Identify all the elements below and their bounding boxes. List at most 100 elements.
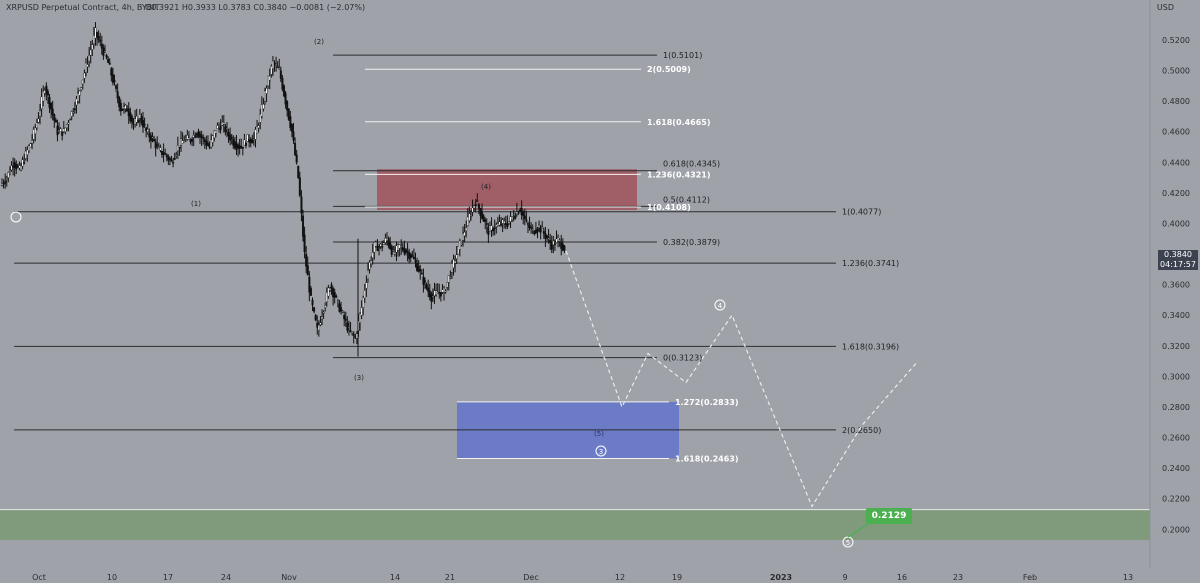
last-price-value: 0.3840	[1164, 250, 1192, 259]
candle-body	[297, 165, 300, 178]
candle-body	[411, 255, 414, 257]
candle-body	[485, 223, 488, 225]
candle-body	[417, 266, 420, 272]
candle-body	[465, 227, 468, 231]
candle-body	[378, 246, 381, 248]
candle-body	[506, 223, 509, 228]
candle-body	[89, 49, 92, 56]
candle-body	[195, 133, 198, 136]
x-tick-label: 23	[953, 573, 963, 582]
y-tick-label: 0.5200	[1162, 36, 1190, 45]
candle-body	[314, 315, 317, 321]
candle-body	[159, 147, 162, 151]
candle-body	[422, 276, 425, 285]
candle-body	[561, 243, 564, 251]
candle-body	[99, 39, 102, 42]
candle-body	[92, 35, 95, 45]
candle-body	[53, 114, 56, 121]
candle-body	[246, 134, 249, 142]
fib-level-label: 0.5(0.4112)	[663, 195, 710, 204]
candle-body	[244, 143, 247, 146]
candle-body	[97, 35, 100, 40]
candle-body	[406, 250, 409, 253]
candle-body	[528, 225, 531, 228]
candle-body	[487, 227, 490, 235]
symbol-header: XRPUSD Perpetual Contract, 4h, BYBIT	[6, 3, 160, 12]
candle-body	[151, 136, 154, 139]
candle-body	[390, 246, 393, 255]
candle-body	[302, 215, 305, 237]
candle-body	[355, 333, 358, 339]
candle-body	[40, 96, 43, 110]
candle-body	[31, 139, 34, 144]
candle-body	[436, 292, 439, 294]
candle-body	[522, 211, 525, 216]
projection-wave-circle	[595, 445, 607, 457]
candle-body	[124, 104, 127, 110]
candle-body	[427, 287, 430, 292]
candle-body	[273, 62, 276, 65]
candle-body	[127, 108, 130, 117]
candle-body	[156, 144, 159, 146]
candle-body	[270, 66, 273, 75]
candle-body	[488, 225, 491, 232]
candle-body	[94, 27, 97, 39]
candle-body	[72, 112, 75, 114]
candle-body	[29, 143, 32, 148]
candle-body	[42, 91, 45, 102]
candle-body	[232, 139, 235, 146]
candle-body	[225, 128, 228, 130]
candle-body	[219, 126, 222, 130]
candle-body	[311, 299, 314, 306]
candle-body	[210, 139, 213, 148]
y-tick-label: 0.2000	[1162, 525, 1190, 534]
candle-body	[61, 131, 64, 136]
candle-body	[458, 240, 461, 250]
candle-body	[178, 146, 181, 149]
candle-body	[118, 97, 121, 108]
candle-body	[265, 87, 268, 94]
candle-body	[15, 164, 18, 170]
wave-start-circle	[10, 211, 22, 223]
candle-body	[54, 120, 57, 123]
candle-body	[96, 32, 99, 37]
candle-body	[222, 122, 225, 125]
candle-body	[216, 125, 219, 129]
candle-body	[173, 158, 176, 160]
wave-label: (1)	[191, 200, 201, 208]
x-tick-label: Oct	[32, 573, 46, 582]
candle-body	[501, 219, 504, 224]
candle-body	[211, 135, 214, 143]
candle-body	[238, 145, 241, 149]
candle-body	[466, 216, 469, 226]
long-level-label: 2(0.2650)	[842, 426, 881, 435]
candle-body	[404, 249, 407, 253]
candle-body	[363, 290, 366, 299]
candle-body	[305, 253, 308, 267]
candle-body	[330, 284, 333, 290]
candle-body	[21, 159, 24, 167]
candle-body	[214, 130, 217, 134]
candle-body	[525, 219, 528, 221]
candle-body	[224, 126, 227, 133]
fib-level-label: 0.618(0.4345)	[663, 160, 720, 169]
candle-body	[317, 324, 320, 331]
candle-body	[165, 154, 168, 158]
candle-body	[450, 263, 453, 273]
candle-body	[332, 288, 335, 298]
candle-body	[443, 287, 446, 293]
candle-body	[56, 125, 59, 136]
candle-body	[545, 235, 548, 239]
candle-body	[420, 272, 423, 275]
y-tick-label: 0.3400	[1162, 311, 1190, 320]
candle-body	[336, 299, 339, 301]
candle-body	[180, 138, 183, 146]
candle-body	[439, 292, 442, 297]
y-tick-label: 0.3200	[1162, 342, 1190, 351]
candle-body	[167, 156, 170, 161]
candle-body	[75, 98, 78, 106]
candle-body	[335, 295, 338, 298]
candle-body	[153, 139, 156, 142]
candle-body	[100, 43, 103, 49]
